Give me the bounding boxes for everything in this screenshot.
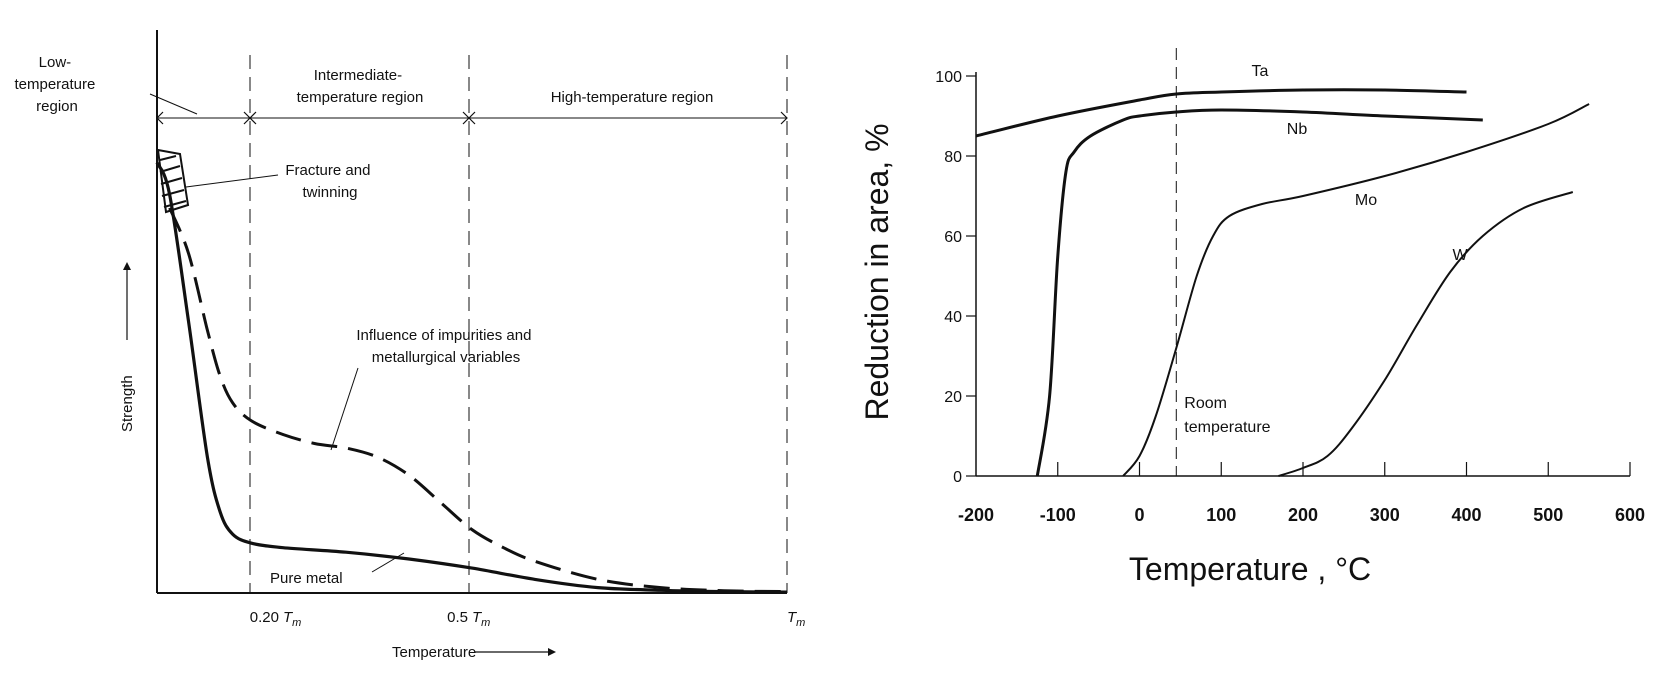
right-y-ticks: 0 20 40 60 80 100 xyxy=(935,69,976,486)
region-marker-0 xyxy=(156,111,164,125)
right-x-ticks: -200 -100 0 100 200 300 400 500 600 xyxy=(958,462,1645,525)
left-x-tick-tm: Tm xyxy=(787,609,805,629)
pure-metal-label: Pure metal xyxy=(270,570,343,587)
right-y-tick-label: 60 xyxy=(944,229,962,246)
left-x-axis-label: Temperature xyxy=(392,644,476,661)
fracture-leader xyxy=(185,174,279,188)
room-temperature-label: Room temperature xyxy=(1184,395,1270,436)
series-pure-metal-line xyxy=(155,161,788,594)
left-x-axis-arrow xyxy=(475,648,556,656)
fracture-label: Fracture and twinning xyxy=(285,162,374,201)
left-x-axis-arrow-head xyxy=(548,648,556,656)
region-marker-1 xyxy=(243,111,257,125)
fracture-hatch-lines xyxy=(159,155,187,208)
series-mo-label: Mo xyxy=(1355,192,1377,209)
left-x-tick-label: 0.20 xyxy=(250,609,279,626)
right-x-tick-label: 400 xyxy=(1451,505,1481,525)
right-x-tick-label: 300 xyxy=(1370,505,1400,525)
right-x-tick-label: 100 xyxy=(1206,505,1236,525)
impurities-leader xyxy=(330,367,359,451)
region-low-leader xyxy=(149,93,198,115)
right-y-tick-label: 20 xyxy=(944,389,962,406)
region-intermediate-label: Intermediate- temperature region xyxy=(297,67,424,106)
left-y-axis-arrow xyxy=(123,262,131,340)
right-x-tick-label: 200 xyxy=(1288,505,1318,525)
series-nb-label: Nb xyxy=(1287,121,1308,138)
series-ta-label: Ta xyxy=(1252,63,1269,80)
right-x-tick-label: 0 xyxy=(1134,505,1144,525)
left-x-tick-tm: Tm xyxy=(472,609,490,629)
right-y-tick-label: 100 xyxy=(935,69,962,86)
right-y-axis-label: Reduction in area, % xyxy=(859,123,895,420)
right-x-tick-label: 500 xyxy=(1533,505,1563,525)
left-y-axis-label: Strength xyxy=(119,375,136,432)
right-x-tick-label: -100 xyxy=(1040,505,1076,525)
series-nb-line xyxy=(1035,108,1483,477)
left-x-tick-tm: Tm xyxy=(283,609,301,629)
region-bar-markers xyxy=(156,111,788,125)
right-x-axis-label: Temperature , °C xyxy=(1129,551,1371,587)
region-high-label: High-temperature region xyxy=(551,89,714,106)
right-y-tick-label: 40 xyxy=(944,309,962,326)
region-low-label: Low- temperature region xyxy=(14,54,99,115)
series-w-line xyxy=(1278,191,1574,477)
left-x-tick-label: 0.5 xyxy=(447,609,468,626)
series-impurities-line xyxy=(168,207,788,594)
right-y-tick-label: 0 xyxy=(953,469,962,486)
left-x-tick-labels: 0.20 Tm 0.5 Tm Tm xyxy=(250,609,806,629)
region-marker-2 xyxy=(462,111,476,125)
region-marker-3 xyxy=(780,111,788,125)
right-y-tick-label: 80 xyxy=(944,149,962,166)
right-x-tick-label: -200 xyxy=(958,505,994,525)
left-y-axis-arrow-head xyxy=(123,262,131,270)
series-mo-line xyxy=(1122,103,1590,477)
right-series-group: Ta Nb Mo W xyxy=(975,63,1590,477)
right-x-tick-label: 600 xyxy=(1615,505,1645,525)
series-ta-line xyxy=(975,88,1467,138)
fracture-hatch xyxy=(156,148,190,214)
series-w-label: W xyxy=(1452,247,1468,264)
strength-temperature-chart: Low- temperature region Intermediate- te… xyxy=(14,30,805,661)
impurities-label: Influence of impurities and metallurgica… xyxy=(356,327,535,366)
reduction-in-area-chart: -200 -100 0 100 200 300 400 500 600 0 20 40 60 80 100… xyxy=(859,48,1645,587)
